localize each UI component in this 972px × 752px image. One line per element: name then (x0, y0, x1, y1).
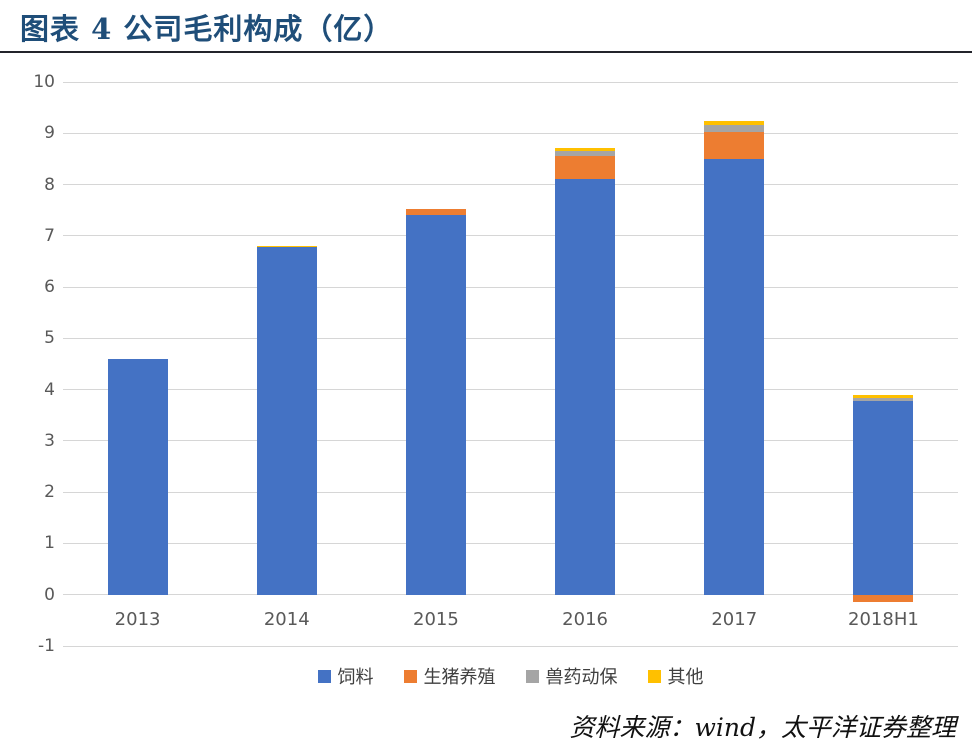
x-axis-category-label: 2016 (562, 608, 608, 630)
x-axis-category-label: 2013 (114, 608, 161, 630)
gridline-y-7 (63, 235, 958, 237)
bar-segment-其他-2016 (555, 148, 616, 152)
legend-label: 饲料 (337, 667, 374, 688)
bar-segment-兽药动保-2016 (555, 151, 616, 157)
bar-segment-生猪养殖-2016 (555, 156, 616, 180)
gridline-y-6 (63, 286, 958, 288)
chart-legend: 饲料 生猪养殖 兽药动保 其他 (63, 663, 958, 689)
gridline-y--1 (63, 645, 958, 647)
x-axis-category-label: 2015 (413, 608, 459, 630)
legend-label: 兽药动保 (545, 667, 618, 688)
y-axis-tick-label: 9 (44, 123, 55, 144)
bar-segment-饲料-2014 (256, 247, 317, 595)
gridline-y-5 (63, 337, 958, 339)
bar-segment-饲料-2018H1 (853, 400, 914, 595)
bar-segment-其他-2014 (256, 246, 317, 248)
bar-segment-饲料-2013 (107, 358, 168, 595)
y-axis-tick-label: 8 (44, 174, 55, 195)
bar-segment-兽药动保-2017 (704, 124, 765, 133)
gridline-y-9 (63, 132, 958, 134)
gridline-y-2 (63, 491, 958, 493)
y-axis-tick-label: 1 (44, 533, 55, 554)
x-axis-category-label: 2014 (263, 608, 310, 630)
y-axis-tick-label: 10 (33, 72, 55, 92)
source-note: 资料来源：wind，太平洋证券整理 (569, 713, 956, 742)
bar-segment-饲料-2016 (555, 179, 616, 595)
plot-area: 10 9 8 7 6 5 4 3 2 1 0 -1 2013 2014 2015 2016 2017 2018H1 (33, 73, 958, 655)
y-axis-tick-label: 3 (44, 430, 55, 451)
legend-label: 生猪养殖 (423, 667, 496, 688)
bar-segment-其他-2017 (704, 121, 765, 125)
gridline-y-4 (63, 389, 958, 391)
bar-segment-生猪养殖-2018H1 (853, 594, 914, 603)
bar-segment-饲料-2015 (405, 215, 466, 595)
legend-swatch-icon (403, 669, 417, 683)
y-axis-tick-label: -1 (38, 636, 55, 656)
legend-item-其他: 其他 (647, 663, 704, 689)
legend-swatch-icon (317, 669, 331, 683)
bar-segment-兽药动保-2018H1 (853, 398, 914, 401)
x-axis-category-label: 2017 (711, 608, 758, 630)
title-divider (0, 51, 972, 53)
legend-swatch-icon (525, 669, 539, 683)
y-axis-tick-label: 4 (44, 379, 55, 400)
y-axis-tick-label: 7 (44, 225, 55, 246)
bar-segment-生猪养殖-2017 (704, 132, 765, 159)
gridline-y-8 (63, 184, 958, 186)
gridline-y-0 (63, 594, 958, 596)
legend-swatch-icon (647, 669, 661, 683)
bar-segment-其他-2018H1 (853, 395, 914, 399)
x-axis-category-label: 2018H1 (848, 608, 919, 630)
legend-item-兽药动保: 兽药动保 (525, 663, 618, 689)
bar-segment-饲料-2017 (704, 158, 765, 595)
y-axis-tick-label: 2 (44, 482, 55, 503)
bar-segment-生猪养殖-2015 (405, 209, 466, 216)
y-axis-tick-label: 6 (44, 277, 55, 298)
chart-title: 图表 4 公司毛利构成（亿） (20, 12, 394, 46)
y-axis-tick-label: 5 (44, 328, 55, 349)
gridline-y-10 (63, 81, 958, 83)
legend-label: 其他 (667, 667, 704, 688)
legend-item-饲料: 饲料 (317, 663, 374, 689)
y-axis-tick-label: 0 (44, 584, 55, 605)
gridline-y-3 (63, 440, 958, 442)
gridline-y-1 (63, 542, 958, 544)
legend-item-生猪养殖: 生猪养殖 (403, 663, 496, 689)
